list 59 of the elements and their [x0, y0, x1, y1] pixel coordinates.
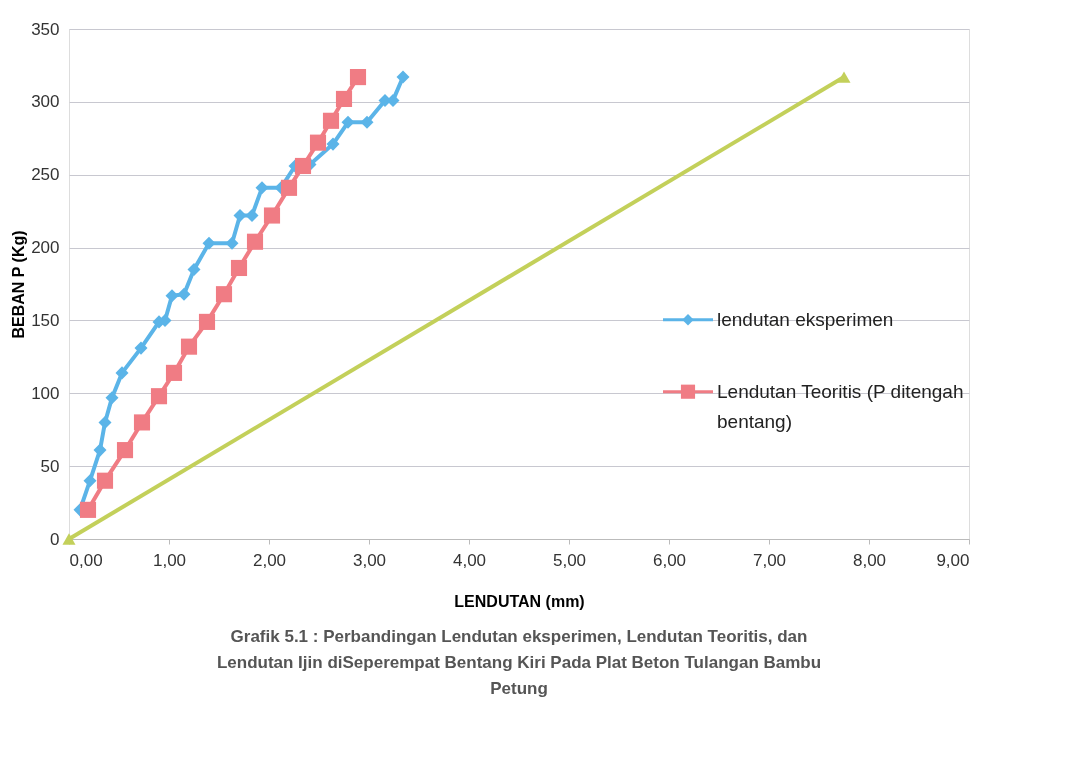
y-tick-label: 150 — [31, 310, 60, 330]
point — [255, 181, 269, 195]
y-tick-label: 50 — [40, 456, 60, 476]
point — [98, 415, 112, 429]
x-tick-label: 4,00 — [452, 550, 487, 570]
x-tick-label: 3,00 — [352, 550, 387, 570]
y-tick-label: 200 — [31, 238, 60, 258]
x-tick-label: 7,00 — [752, 550, 787, 570]
point — [225, 236, 239, 250]
y-tick-label: 250 — [31, 165, 60, 185]
y-tick-label: 300 — [31, 92, 60, 112]
point — [349, 69, 367, 86]
point — [230, 259, 248, 277]
point — [246, 233, 264, 250]
point — [177, 287, 191, 301]
point — [280, 179, 298, 196]
point — [294, 157, 312, 175]
point — [309, 134, 327, 151]
point — [116, 442, 134, 459]
point — [79, 501, 97, 518]
point — [341, 115, 355, 129]
y-tick-label: 350 — [31, 19, 60, 39]
point — [335, 90, 353, 108]
x-tick-label: 1,00 — [152, 550, 187, 570]
point — [115, 366, 129, 380]
x-tick-label: 6,00 — [652, 550, 687, 570]
point — [360, 115, 374, 129]
x-axis-title: LENDUTAN (mm) — [454, 592, 585, 610]
point — [165, 364, 183, 381]
point — [187, 262, 201, 276]
x-tick-label: 5,00 — [552, 550, 587, 570]
y-tick-label: 0 — [50, 529, 60, 549]
legend-label: lendutan eksperimen — [717, 308, 894, 330]
point — [396, 70, 410, 84]
legend-label: Lendutan Teoritis (P ditengah bentang) — [717, 380, 964, 432]
text: Grafik 5.1 : Perbandingan Lendutan eksperimen, Lendutan Teoritis, dan Lendutan Ijin diSeperempat Bentang Kiri Pada Plat Beton Tulangan Bambu Petung — [216, 627, 822, 698]
x-tick-label: 9,00 — [936, 550, 970, 570]
point — [245, 209, 259, 223]
point — [105, 391, 119, 405]
point — [326, 137, 340, 151]
point — [83, 474, 97, 488]
point — [215, 286, 233, 303]
point — [198, 313, 216, 330]
point — [93, 443, 107, 457]
y-axis-title: BEBAN P (Kg) — [10, 230, 28, 339]
point — [263, 207, 281, 224]
point — [233, 209, 247, 223]
point — [180, 338, 198, 355]
point — [202, 236, 216, 250]
y-tick-label: 100 — [31, 383, 60, 403]
point — [322, 112, 340, 129]
point — [96, 472, 114, 489]
x-tick-label: 2,00 — [252, 550, 287, 570]
point — [150, 388, 168, 405]
point — [133, 414, 151, 431]
x-tick-label: 8,00 — [852, 550, 887, 570]
x-tick-label: 0,00 — [69, 550, 103, 570]
point — [165, 289, 179, 303]
point — [134, 341, 148, 355]
